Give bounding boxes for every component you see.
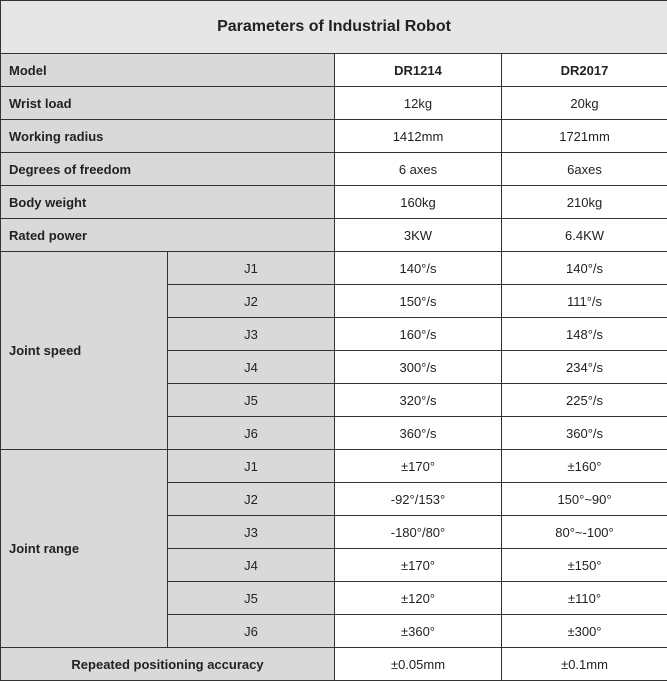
sub-js-j5: J5 — [168, 384, 335, 417]
label-joint-range: Joint range — [1, 450, 168, 648]
val-working-radius-1: 1412mm — [335, 120, 502, 153]
val-rated-power-2: 6.4KW — [502, 219, 667, 252]
label-rpa: Repeated positioning accuracy — [1, 648, 335, 681]
sub-jr-j1: J1 — [168, 450, 335, 483]
row-working-radius: Working radius 1412mm 1721mm — [1, 120, 667, 153]
val-rpa-2: ±0.1mm — [502, 648, 667, 681]
row-rated-power: Rated power 3KW 6.4KW — [1, 219, 667, 252]
row-dof: Degrees of freedom 6 axes 6axes — [1, 153, 667, 186]
sub-js-j1: J1 — [168, 252, 335, 285]
sub-js-j3: J3 — [168, 318, 335, 351]
label-dof: Degrees of freedom — [1, 153, 335, 186]
val-jr-j3-1: -180°/80° — [335, 516, 502, 549]
val-body-weight-1: 160kg — [335, 186, 502, 219]
table-title: Parameters of Industrial Robot — [1, 1, 667, 54]
val-js-j5-2: 225°/s — [502, 384, 667, 417]
label-body-weight: Body weight — [1, 186, 335, 219]
val-jr-j1-1: ±170° — [335, 450, 502, 483]
header-col1: DR1214 — [335, 54, 502, 87]
val-jr-j2-1: -92°/153° — [335, 483, 502, 516]
val-js-j3-2: 148°/s — [502, 318, 667, 351]
val-js-j4-1: 300°/s — [335, 351, 502, 384]
val-js-j4-2: 234°/s — [502, 351, 667, 384]
header-model: Model — [1, 54, 335, 87]
val-js-j1-2: 140°/s — [502, 252, 667, 285]
val-wrist-load-2: 20kg — [502, 87, 667, 120]
sub-jr-j5: J5 — [168, 582, 335, 615]
header-col2: DR2017 — [502, 54, 667, 87]
label-working-radius: Working radius — [1, 120, 335, 153]
val-jr-j6-2: ±300° — [502, 615, 667, 648]
val-body-weight-2: 210kg — [502, 186, 667, 219]
sub-jr-j3: J3 — [168, 516, 335, 549]
val-wrist-load-1: 12kg — [335, 87, 502, 120]
robot-params-table: Parameters of Industrial Robot Model DR1… — [0, 0, 667, 681]
val-js-j6-2: 360°/s — [502, 417, 667, 450]
row-js-j1: Joint speed J1 140°/s 140°/s — [1, 252, 667, 285]
row-body-weight: Body weight 160kg 210kg — [1, 186, 667, 219]
sub-jr-j6: J6 — [168, 615, 335, 648]
val-dof-2: 6axes — [502, 153, 667, 186]
header-row: Model DR1214 DR2017 — [1, 54, 667, 87]
val-rated-power-1: 3KW — [335, 219, 502, 252]
val-jr-j3-2: 80°~-100° — [502, 516, 667, 549]
row-footer: Repeated positioning accuracy ±0.05mm ±0… — [1, 648, 667, 681]
row-jr-j1: Joint range J1 ±170° ±160° — [1, 450, 667, 483]
title-row: Parameters of Industrial Robot — [1, 1, 667, 54]
val-js-j1-1: 140°/s — [335, 252, 502, 285]
val-jr-j2-2: 150°~90° — [502, 483, 667, 516]
val-working-radius-2: 1721mm — [502, 120, 667, 153]
val-js-j6-1: 360°/s — [335, 417, 502, 450]
val-jr-j5-1: ±120° — [335, 582, 502, 615]
val-dof-1: 6 axes — [335, 153, 502, 186]
sub-js-j4: J4 — [168, 351, 335, 384]
label-rated-power: Rated power — [1, 219, 335, 252]
sub-js-j2: J2 — [168, 285, 335, 318]
label-joint-speed: Joint speed — [1, 252, 168, 450]
val-jr-j4-1: ±170° — [335, 549, 502, 582]
sub-jr-j2: J2 — [168, 483, 335, 516]
row-wrist-load: Wrist load 12kg 20kg — [1, 87, 667, 120]
val-jr-j4-2: ±150° — [502, 549, 667, 582]
val-js-j2-2: 111°/s — [502, 285, 667, 318]
label-wrist-load: Wrist load — [1, 87, 335, 120]
val-jr-j6-1: ±360° — [335, 615, 502, 648]
sub-js-j6: J6 — [168, 417, 335, 450]
val-jr-j5-2: ±110° — [502, 582, 667, 615]
val-js-j5-1: 320°/s — [335, 384, 502, 417]
val-rpa-1: ±0.05mm — [335, 648, 502, 681]
val-js-j2-1: 150°/s — [335, 285, 502, 318]
val-jr-j1-2: ±160° — [502, 450, 667, 483]
sub-jr-j4: J4 — [168, 549, 335, 582]
val-js-j3-1: 160°/s — [335, 318, 502, 351]
